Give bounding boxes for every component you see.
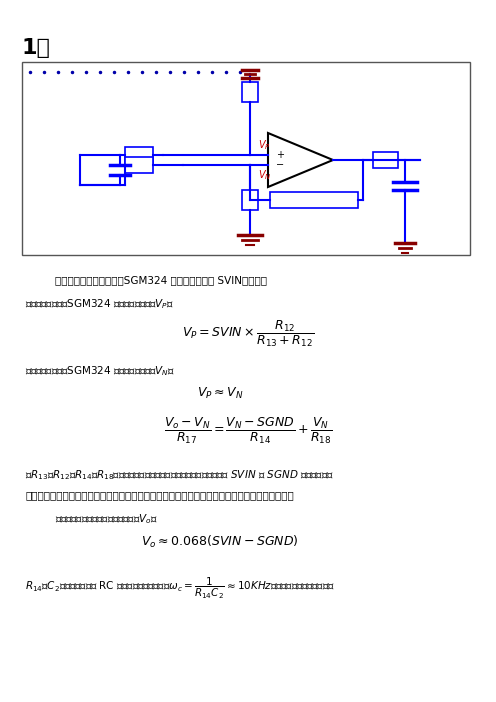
Bar: [22, 62, 470, 255]
Text: $R_{14}$、$C_2$组成一个简单的 RC 滤波网络，其截止频率$\omega_c=\dfrac{1}{R_{14}C_2}\approx 10KHz$（: $R_{14}$、$C_2$组成一个简单的 RC 滤波网络，其截止频率$\ome…: [25, 576, 335, 601]
Text: $V_P$: $V_P$: [258, 138, 271, 152]
Text: $\dfrac{V_o-V_N}{R_{17}}=\dfrac{V_N-SGND}{R_{14}}+\dfrac{V_N}{R_{18}}$: $\dfrac{V_o-V_N}{R_{17}}=\dfrac{V_N-SGND…: [164, 416, 332, 446]
Bar: [125, 147, 153, 163]
Text: 根据虚断的概念，SGM324 的同相输入端电压$V_P$：: 根据虚断的概念，SGM324 的同相输入端电压$V_P$：: [25, 297, 174, 311]
Bar: [242, 82, 258, 102]
Text: $V_P = SVIN \times \dfrac{R_{12}}{R_{13}+R_{12}}$: $V_P = SVIN \times \dfrac{R_{12}}{R_{13}…: [182, 319, 314, 349]
Text: 根据上图中的参数可以得到输出电压$V_o$：: 根据上图中的参数可以得到输出电压$V_o$：: [55, 512, 158, 526]
Text: 1、: 1、: [22, 38, 51, 58]
Bar: [125, 157, 153, 173]
Text: 此电路是一个差放电路，SGM324 的同相输入端接 SVIN，所以：: 此电路是一个差放电路，SGM324 的同相输入端接 SVIN，所以：: [55, 275, 267, 285]
Text: $V_P \approx V_N$: $V_P \approx V_N$: [197, 386, 243, 401]
Text: 而$R_{13}$、$R_{12}$和$R_{14}$、$R_{18}$起到了分压作用，阻值大小的选取可以根据输入端 $SVIN$ 、 $SGND$ 的电压范围: 而$R_{13}$、$R_{12}$和$R_{14}$、$R_{18}$起到了分…: [25, 468, 334, 482]
Text: +: +: [276, 150, 284, 160]
Bar: [270, 192, 358, 208]
Text: 及输出电压范围酌情选取。同时，如图中所写适当增大电阻可以减小蓄电池和太阳能回路的电流。: 及输出电压范围酌情选取。同时，如图中所写适当增大电阻可以减小蓄电池和太阳能回路的…: [25, 490, 294, 500]
Bar: [242, 190, 258, 210]
Text: 根据虚短的概念，SGM324 的反相输入端电压$V_N$：: 根据虚短的概念，SGM324 的反相输入端电压$V_N$：: [25, 364, 175, 378]
Text: −: −: [276, 160, 284, 170]
Bar: [373, 152, 398, 168]
Text: $V_o \approx 0.068(SVIN-SGND)$: $V_o \approx 0.068(SVIN-SGND)$: [141, 534, 299, 550]
Text: $V_N$: $V_N$: [258, 168, 271, 182]
